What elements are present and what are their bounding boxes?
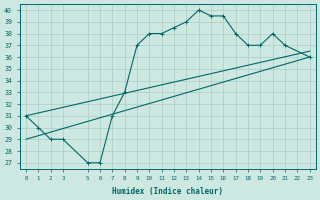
X-axis label: Humidex (Indice chaleur): Humidex (Indice chaleur) [112,187,223,196]
